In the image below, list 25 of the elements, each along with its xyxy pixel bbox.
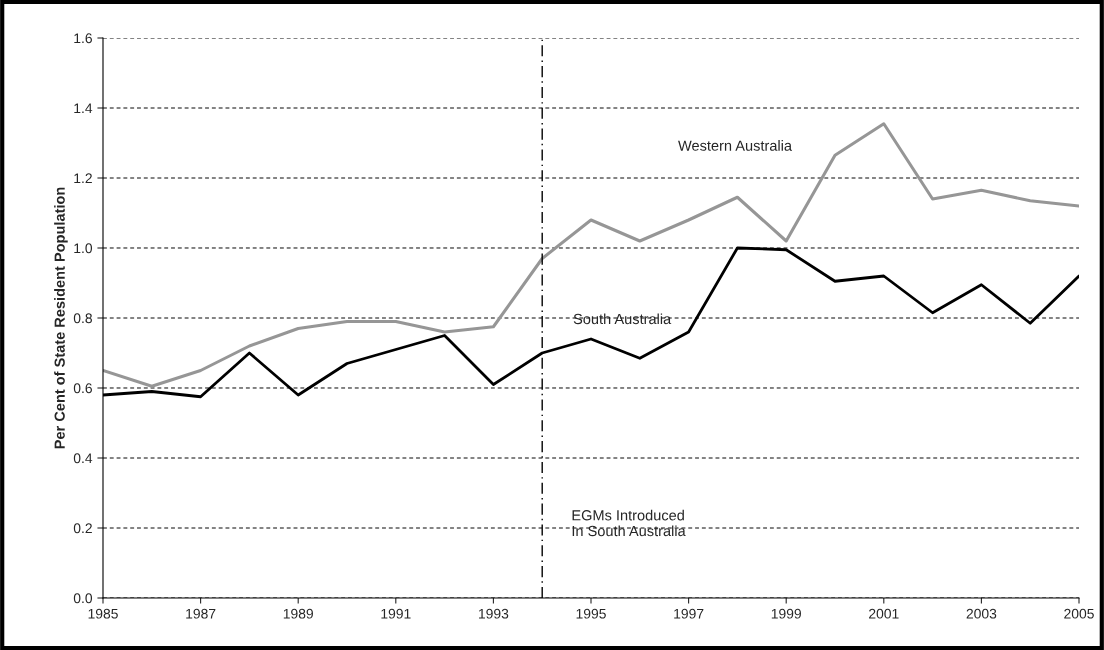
x-tick-label: 1989 [283, 608, 313, 619]
y-axis-title: Per Cent of State Resident Population [54, 187, 68, 449]
x-tick-label: 1987 [186, 608, 216, 619]
ref-line-label: EGMs Introduced In South Australia [572, 509, 686, 537]
x-tick-label: 2003 [966, 608, 997, 619]
y-tick-label: 1.2 [74, 173, 92, 184]
x-tick-label: 1985 [88, 608, 118, 619]
y-tick-label: 1.4 [74, 103, 93, 114]
y-tick-label: 0.0 [73, 593, 93, 604]
y-tick-label: 1.6 [74, 33, 92, 44]
series-label: South Australia [573, 313, 672, 325]
x-tick-label: 1999 [771, 608, 801, 619]
x-tick-label: 2005 [1064, 608, 1094, 619]
y-tick-label: 0.8 [73, 313, 92, 324]
x-tick-label: 1993 [479, 608, 509, 619]
y-tick-label: 1.0 [74, 243, 93, 254]
x-tick-label: 1997 [674, 608, 704, 619]
x-tick-label: 2001 [869, 608, 899, 619]
y-tick-label: 0.2 [73, 523, 92, 534]
line-series [103, 122, 1079, 388]
x-tick-label: 1995 [576, 608, 606, 619]
y-tick-label: 0.6 [73, 383, 92, 394]
text: Western Australia [678, 140, 793, 151]
y-tick-label: 0.4 [73, 453, 93, 464]
x-tick-label: 1991 [381, 608, 411, 619]
